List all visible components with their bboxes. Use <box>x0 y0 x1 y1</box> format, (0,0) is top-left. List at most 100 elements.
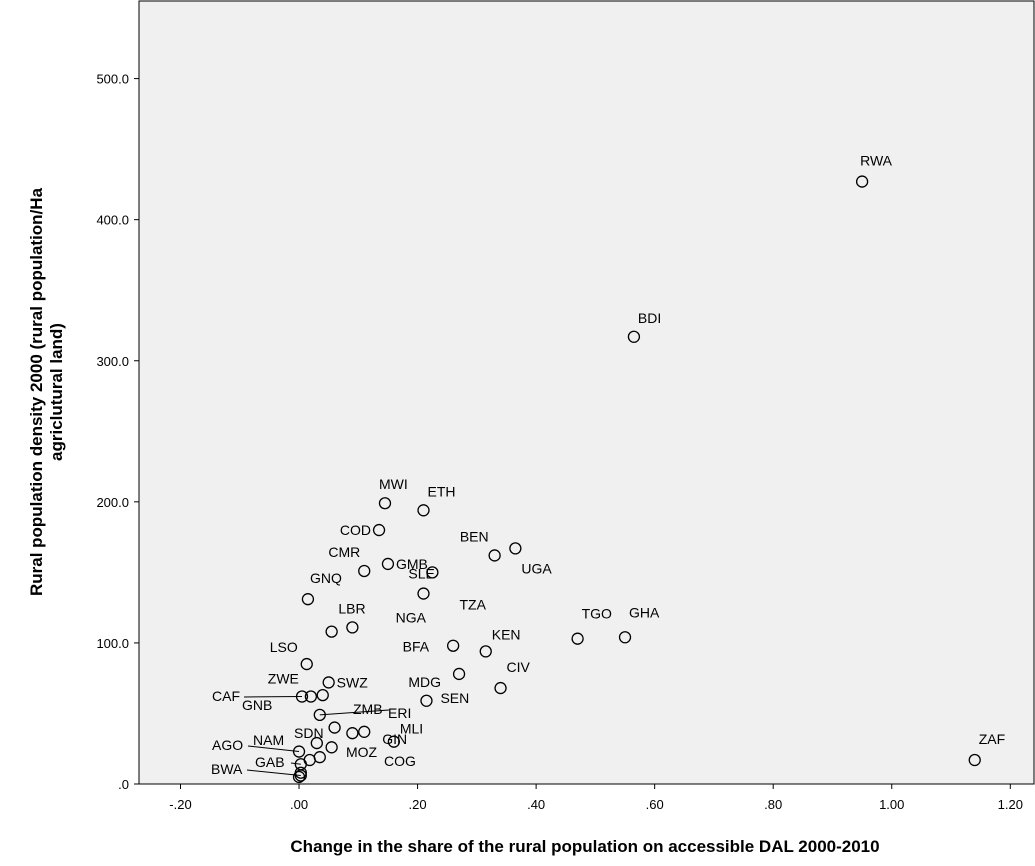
point-label-eth: ETH <box>428 483 456 499</box>
data-point-unlabeled <box>310 736 323 750</box>
leader-lines <box>243 696 390 777</box>
data-point-gnb <box>316 688 329 702</box>
y-tick-label: 200.0 <box>96 495 129 510</box>
point-label-rwa: RWA <box>860 153 893 169</box>
leader-line-bwa <box>246 769 301 777</box>
y-tick-label: 300.0 <box>96 354 129 369</box>
data-point-uga <box>509 542 522 555</box>
x-tick-label: .20 <box>409 797 427 812</box>
x-tick-label: -.20 <box>169 797 191 812</box>
point-label-civ: CIV <box>507 659 531 675</box>
data-point-mwi <box>378 497 392 510</box>
data-point-eri <box>328 721 341 734</box>
y-axis-title-line-2: agriclutural land) <box>47 323 66 461</box>
data-point-tgo <box>571 632 584 645</box>
point-label-eri: ERI <box>388 705 411 721</box>
data-point-bfa <box>446 639 460 652</box>
x-tick-label: 1.00 <box>879 797 904 812</box>
point-label-caf: CAF <box>212 688 240 704</box>
y-axis: .0 100.0 200.0 300.0 400.0 500.0 <box>96 1 140 792</box>
data-point-sen <box>420 694 433 707</box>
point-label-sen: SEN <box>440 690 469 706</box>
y-tick-label: 500.0 <box>96 72 129 87</box>
point-label-nga: NGA <box>396 610 427 626</box>
data-point-lbr <box>346 621 359 634</box>
point-label-cmr: CMR <box>328 544 360 560</box>
data-point-tza <box>417 587 430 600</box>
point-label-mli: MLI <box>400 721 423 737</box>
point-label-mdg: MDG <box>408 674 441 690</box>
data-point-zaf <box>968 753 981 767</box>
point-label-gnb: GNB <box>242 697 272 713</box>
point-label-gmb: GMB <box>396 556 428 572</box>
point-label-uga: UGA <box>521 560 552 576</box>
data-point-mli <box>387 735 401 748</box>
data-point-civ <box>494 681 507 695</box>
point-label-gab: GAB <box>255 754 285 770</box>
point-label-zaf: ZAF <box>979 731 1005 747</box>
data-point-ben <box>488 549 501 562</box>
data-point-cmr <box>358 564 371 578</box>
point-label-zwe: ZWE <box>268 671 299 687</box>
point-label-sle: SLE <box>408 565 434 581</box>
point-label-sdn: SDN <box>294 725 324 741</box>
data-point-sdn <box>346 727 359 740</box>
point-label-ago: AGO <box>212 737 243 753</box>
y-axis-title-line-1: Rural population density 2000 (rural pop… <box>27 187 46 596</box>
plot-area <box>138 0 1035 785</box>
data-points <box>292 175 981 784</box>
data-point-gha <box>618 631 632 644</box>
point-label-lbr: LBR <box>338 600 365 616</box>
x-tick-label: .60 <box>646 797 664 812</box>
point-label-zmb: ZMB <box>353 701 383 717</box>
point-label-bdi: BDI <box>638 310 661 326</box>
point-label-mwi: MWI <box>379 476 408 492</box>
point-label-swz: SWZ <box>337 674 369 690</box>
data-point-cod <box>372 523 386 537</box>
point-labels: RWA BDI MWI ETH COD GMB BEN UGA CMR SLE GNQ TZA LBR N… <box>211 153 1005 777</box>
point-label-lso: LSO <box>270 639 298 655</box>
point-label-bfa: BFA <box>403 639 430 655</box>
data-point-nga <box>325 625 338 638</box>
x-axis: -.20 .00 .20 .40 .60 .80 1.00 1.20 <box>139 783 1034 812</box>
point-label-tza: TZA <box>460 597 487 613</box>
y-axis-title: Rural population density 2000 (rural pop… <box>27 187 66 596</box>
point-label-moz: MOZ <box>346 744 378 760</box>
leader-line-zmb <box>319 709 390 716</box>
x-tick-label: .40 <box>527 797 545 812</box>
data-point-mdg <box>452 667 466 681</box>
y-tick-label: .0 <box>118 777 129 792</box>
point-label-bwa: BWA <box>211 761 243 777</box>
point-label-tgo: TGO <box>582 606 612 622</box>
x-axis-title: Change in the share of the rural populat… <box>290 837 879 856</box>
data-point-zwe <box>304 690 318 703</box>
data-point-rwa <box>855 175 869 188</box>
data-point-unlabeled <box>294 766 307 779</box>
point-label-ben: BEN <box>460 528 489 544</box>
data-point-sle <box>426 566 439 579</box>
data-point-bwa <box>294 769 307 782</box>
point-label-gha: GHA <box>629 604 660 620</box>
point-label-ken: KEN <box>492 626 521 642</box>
data-point-bdi <box>627 330 641 343</box>
point-label-gnq: GNQ <box>310 570 342 586</box>
y-tick-label: 100.0 <box>96 636 129 651</box>
point-label-gin: GIN <box>382 731 407 747</box>
data-point-gin <box>358 725 371 738</box>
data-point-lso <box>300 657 313 671</box>
x-tick-label: .80 <box>764 797 782 812</box>
point-label-cog: COG <box>384 753 416 769</box>
data-point-eth <box>417 504 430 517</box>
data-point-ken <box>479 645 492 658</box>
point-label-cod: COD <box>340 522 371 538</box>
data-point-nam <box>325 741 338 754</box>
data-point-gmb <box>381 557 395 571</box>
data-point-zmb <box>313 708 326 722</box>
leader-line-ago <box>247 745 300 753</box>
x-tick-label: .00 <box>290 797 308 812</box>
data-point-swz <box>322 676 335 689</box>
data-point-caf <box>295 690 309 703</box>
data-point-ago <box>292 745 306 758</box>
y-tick-label: 400.0 <box>96 213 129 228</box>
